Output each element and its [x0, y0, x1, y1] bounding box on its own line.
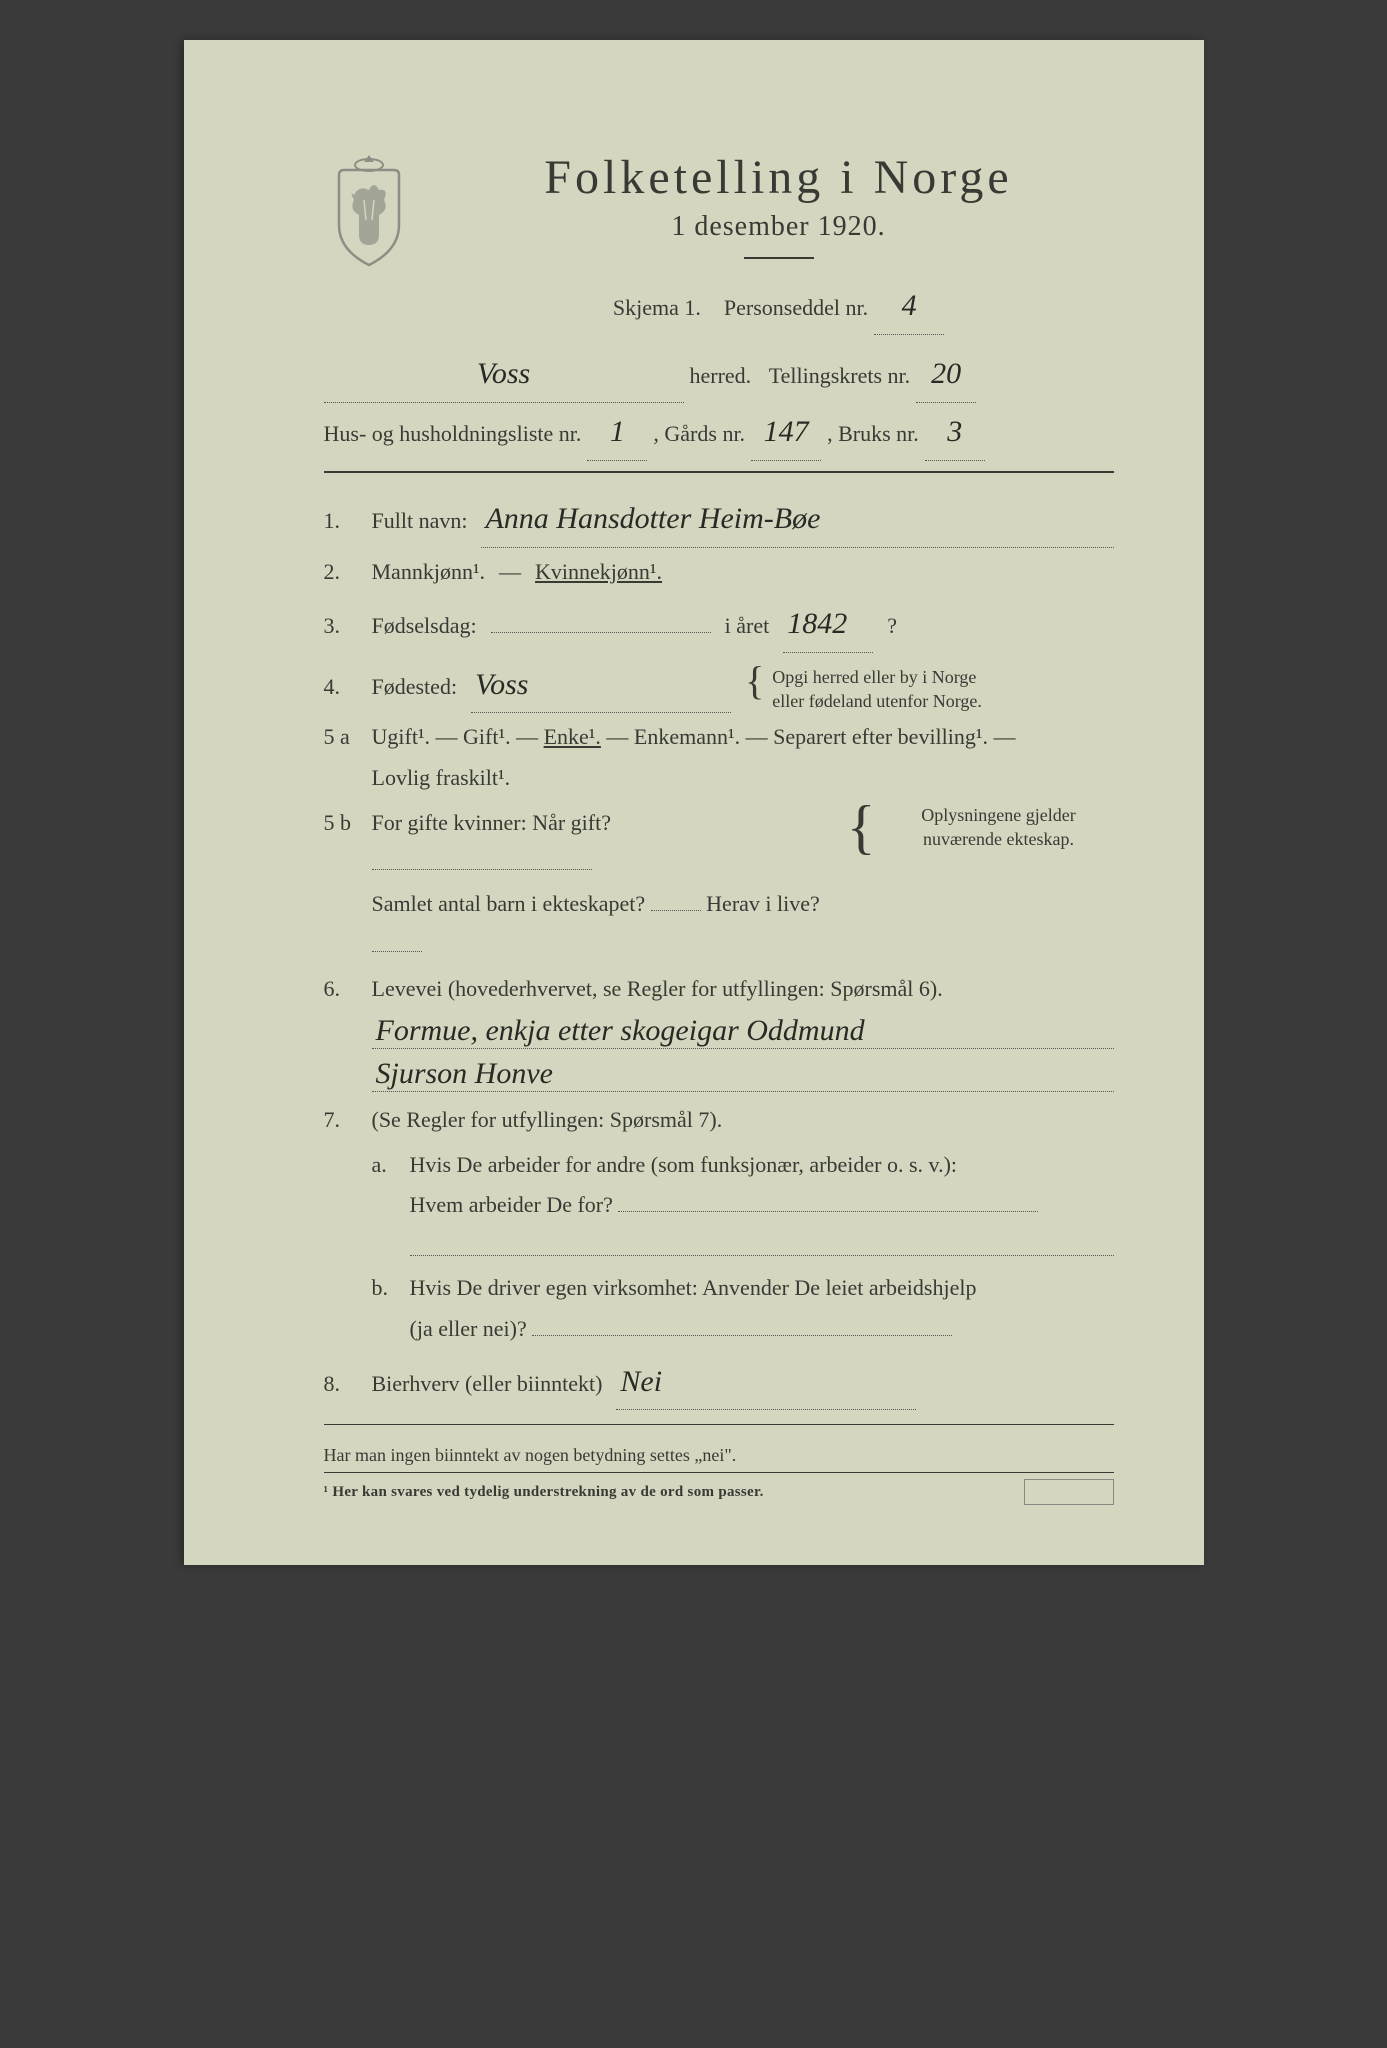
q6-label: Levevei (hovederhvervet, se Regler for u…	[372, 969, 943, 1010]
q5a-enkemann: Enkemann¹.	[634, 724, 740, 749]
bruks-label: , Bruks nr.	[827, 413, 919, 455]
q5a: 5 a Ugift¹. — Gift¹. — Enke¹. — Enkemann…	[324, 717, 1114, 798]
q5b-barn-field	[651, 910, 701, 911]
q5b-note-wrap: { Oplysningene gjelder nuværende ekteska…	[847, 803, 1114, 852]
q2-mannkjonn: Mannkjønn¹.	[372, 552, 486, 593]
brace-icon: {	[745, 665, 764, 697]
q6-num: 6.	[324, 969, 358, 1010]
gards-label: , Gårds nr.	[653, 413, 745, 455]
q4-num: 4.	[324, 667, 358, 708]
q6-value2: Sjurson Honve	[372, 1057, 1114, 1092]
q7b-num: b.	[372, 1268, 396, 1309]
q1-num: 1.	[324, 501, 358, 542]
q8-num: 8.	[324, 1364, 358, 1405]
q6-answer: Formue, enkja etter skogeigar Oddmund Sj…	[372, 1014, 1114, 1092]
skjema-label: Skjema 1.	[613, 287, 701, 329]
tellingskrets-nr: 20	[916, 345, 976, 403]
q5b-line1: For gifte kvinner: Når gift?	[372, 810, 612, 835]
q5b-body: For gifte kvinner: Når gift? Samlet anta…	[372, 803, 833, 966]
q2: 2. Mannkjønn¹. — Kvinnekjønn¹.	[324, 552, 1114, 593]
q6: 6. Levevei (hovederhvervet, se Regler fo…	[324, 969, 1114, 1010]
q1: 1. Fullt navn: Anna Hansdotter Heim-Bøe	[324, 491, 1114, 548]
q1-value: Anna Hansdotter Heim-Bøe	[481, 491, 1113, 548]
q4-note: Opgi herred eller by i Norge eller fødel…	[772, 665, 1002, 714]
q3: 3. Fødselsdag: i året 1842 ?	[324, 596, 1114, 653]
herred-line: Voss herred. Tellingskrets nr. 20	[324, 345, 1114, 403]
brace-icon: {	[847, 803, 876, 851]
q7a-line1: Hvis De arbeider for andre (som funksjon…	[410, 1145, 1114, 1186]
tellingskrets-label: Tellingskrets nr.	[769, 355, 910, 397]
q7a: a. Hvis De arbeider for andre (som funks…	[372, 1145, 1114, 1264]
q8-label: Bierhverv (eller biinntekt)	[372, 1364, 603, 1405]
q6-value1: Formue, enkja etter skogeigar Oddmund	[372, 1014, 1114, 1049]
q5a-fraskilt: Lovlig fraskilt¹.	[372, 765, 511, 790]
q2-num: 2.	[324, 552, 358, 593]
q5a-body: Ugift¹. — Gift¹. — Enke¹. — Enkemann¹. —…	[372, 717, 1114, 798]
q4-note-wrap: { Opgi herred eller by i Norge eller fød…	[745, 665, 1002, 714]
q5a-separert: Separert efter bevilling¹.	[773, 724, 988, 749]
q7b: b. Hvis De driver egen virksomhet: Anven…	[372, 1268, 1114, 1349]
q3-qmark: ?	[887, 606, 897, 647]
q7-label: (Se Regler for utfyllingen: Spørsmål 7).	[372, 1100, 723, 1141]
divider-bottom	[324, 1424, 1114, 1425]
q5b-line2a: Samlet antal barn i ekteskapet?	[372, 891, 646, 916]
subtitle: 1 desember 1920.	[444, 211, 1114, 243]
q1-label: Fullt navn:	[372, 501, 468, 542]
q5a-enke: Enke¹.	[544, 724, 601, 749]
q7a-body: Hvis De arbeider for andre (som funksjon…	[410, 1145, 1114, 1264]
q7b-line1: Hvis De driver egen virksomhet: Anvender…	[410, 1268, 1114, 1309]
q5b-line2b: Herav i live?	[706, 891, 820, 916]
q7b-field	[532, 1335, 952, 1336]
q8-value: Nei	[616, 1354, 916, 1411]
personseddel-nr: 4	[874, 277, 944, 335]
q5b: 5 b For gifte kvinner: Når gift? Samlet …	[324, 803, 1114, 966]
bottom-bar: ¹ Her kan svares ved tydelig understrekn…	[324, 1472, 1114, 1505]
hus-label: Hus- og husholdningsliste nr.	[324, 413, 582, 455]
q2-kvinnekjonn: Kvinnekjønn¹.	[535, 552, 662, 593]
q7-num: 7.	[324, 1100, 358, 1141]
q3-label: Fødselsdag:	[372, 606, 477, 647]
herred-label: herred.	[690, 355, 752, 397]
q5b-gift-field	[372, 869, 592, 870]
gards-nr: 147	[751, 403, 821, 461]
q7a-field2	[410, 1226, 1114, 1256]
printer-stamp	[1024, 1479, 1114, 1505]
q2-dash: —	[499, 552, 521, 593]
q7b-line2: (ja eller nei)?	[410, 1316, 527, 1341]
q4-label: Fødested:	[372, 667, 458, 708]
q7a-num: a.	[372, 1145, 396, 1186]
footnote: Har man ingen biinntekt av nogen betydni…	[324, 1445, 1114, 1466]
main-title: Folketelling i Norge	[444, 150, 1114, 205]
q7a-line2: Hvem arbeider De for?	[410, 1192, 613, 1217]
title-block: Folketelling i Norge 1 desember 1920. Sk…	[444, 150, 1114, 335]
header: Folketelling i Norge 1 desember 1920. Sk…	[324, 150, 1114, 335]
q3-num: 3.	[324, 606, 358, 647]
q7: 7. (Se Regler for utfyllingen: Spørsmål …	[324, 1100, 1114, 1141]
q3-year: 1842	[783, 596, 873, 653]
q5a-ugift: Ugift¹.	[372, 724, 431, 749]
title-rule	[744, 257, 814, 259]
divider-top	[324, 471, 1114, 473]
q5b-num: 5 b	[324, 803, 358, 844]
hus-nr: 1	[587, 403, 647, 461]
q5b-note: Oplysningene gjelder nuværende ekteskap.	[884, 803, 1114, 852]
personseddel-label: Personseddel nr.	[724, 287, 868, 329]
hus-line: Hus- og husholdningsliste nr. 1 , Gårds …	[324, 403, 1114, 461]
q5b-live-field	[372, 951, 422, 952]
bruks-nr: 3	[925, 403, 985, 461]
q5a-num: 5 a	[324, 717, 358, 758]
q7a-field	[618, 1211, 1038, 1212]
q3-mid: i året	[725, 606, 770, 647]
census-form-page: Folketelling i Norge 1 desember 1920. Sk…	[184, 40, 1204, 1565]
herred-value: Voss	[324, 345, 684, 403]
q8: 8. Bierhverv (eller biinntekt) Nei	[324, 1354, 1114, 1411]
bottom-note: ¹ Her kan svares ved tydelig understrekn…	[324, 1484, 764, 1501]
skjema-line: Skjema 1. Personseddel nr. 4	[444, 277, 1114, 335]
q4-value: Voss	[471, 657, 731, 714]
q4: 4. Fødested: Voss { Opgi herred eller by…	[324, 657, 1114, 714]
q3-day	[491, 632, 711, 633]
q7b-body: Hvis De driver egen virksomhet: Anvender…	[410, 1268, 1114, 1349]
q5a-gift: Gift¹.	[463, 724, 511, 749]
coat-of-arms-icon	[324, 150, 414, 270]
